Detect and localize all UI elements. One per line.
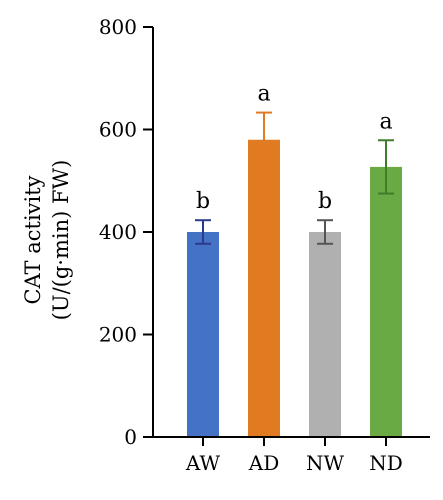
y-axis-label: CAT activity (U/(g·min) FW) [21,160,73,321]
bar-nd [370,166,402,437]
bar-aw [187,232,219,437]
y-tick-label-600: 600 [99,118,137,142]
y-tick-label-800: 800 [99,15,137,39]
y-axis-label-line2: (U/(g·min) FW) [49,160,73,321]
significance-label-nd: a [379,109,392,134]
y-axis-label-line1: CAT activity [21,175,45,304]
y-tick-label-400: 400 [99,220,137,244]
significance-label-aw: b [196,189,210,214]
y-tick-label-200: 200 [99,323,137,347]
bar-nw [309,232,341,437]
x-tick-label-nw: NW [306,451,345,475]
x-tick-label-aw: AW [185,451,221,475]
x-tick-label-nd: ND [369,451,403,475]
plot-area: b AW a AD b NW a ND 0 200 400 600 800 [99,15,430,475]
significance-label-nw: b [318,189,332,214]
bar-ad [248,139,280,437]
y-tick-label-0: 0 [124,425,137,449]
significance-label-ad: a [257,82,270,107]
x-tick-label-ad: AD [248,451,279,475]
